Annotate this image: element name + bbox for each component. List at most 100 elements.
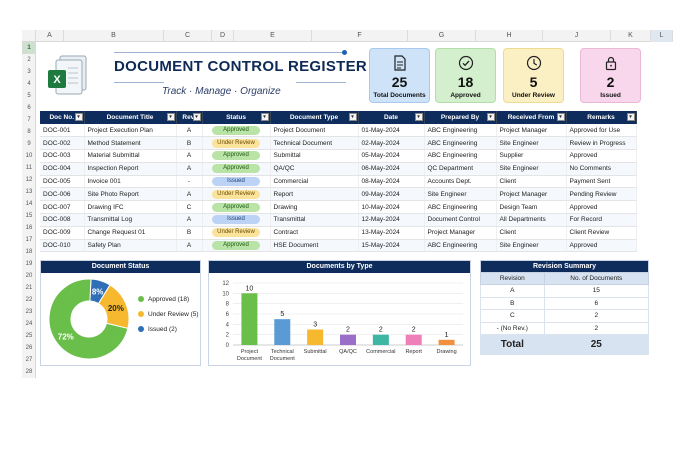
table-row[interactable]: DOC-008 Transmittal Log A Issued Transmittal…: [40, 213, 637, 227]
table-cell[interactable]: DOC-003: [40, 149, 85, 163]
table-cell[interactable]: DOC-009: [40, 226, 85, 240]
table-cell[interactable]: 12-May-2024: [358, 213, 425, 227]
filter-dropdown-icon[interactable]: ▾: [414, 113, 423, 121]
table-cell[interactable]: 10-May-2024: [358, 200, 425, 215]
table-cell[interactable]: Submittal: [270, 149, 359, 163]
table-cell[interactable]: B: [176, 136, 203, 151]
row-header[interactable]: 6: [27, 105, 31, 111]
filter-dropdown-icon[interactable]: ▾: [486, 113, 495, 121]
filter-dropdown-icon[interactable]: ▾: [192, 113, 201, 121]
row-header[interactable]: 10: [25, 153, 33, 159]
table-cell[interactable]: Drawing IFC: [84, 200, 177, 215]
table-cell[interactable]: ABC Engineering: [424, 136, 497, 151]
filter-dropdown-icon[interactable]: ▾: [556, 113, 565, 121]
row-header[interactable]: 3: [27, 69, 31, 75]
table-cell[interactable]: -: [176, 175, 203, 189]
table-cell[interactable]: Method Statement: [84, 136, 177, 151]
table-cell[interactable]: Under Review: [202, 187, 271, 202]
table-cell[interactable]: A: [176, 213, 203, 227]
table-cell[interactable]: QA/QC: [270, 162, 359, 176]
row-header[interactable]: 28: [25, 369, 33, 375]
table-cell[interactable]: Project Manager: [424, 226, 497, 240]
table-cell[interactable]: Safety Plan: [84, 239, 177, 253]
filter-dropdown-icon[interactable]: ▾: [348, 113, 357, 121]
row-header[interactable]: 17: [25, 237, 33, 243]
table-cell[interactable]: Commercial: [270, 175, 359, 189]
table-cell[interactable]: DOC-010: [40, 239, 85, 253]
table-row[interactable]: DOC-006 Site Photo Report A Under Review Rep…: [40, 187, 637, 202]
table-cell[interactable]: Supplier: [496, 149, 567, 163]
row-header[interactable]: 5: [27, 93, 31, 99]
table-cell[interactable]: Approved: [202, 162, 271, 176]
row-header[interactable]: 22: [25, 297, 33, 303]
row-header[interactable]: 27: [25, 357, 33, 363]
table-cell[interactable]: Approved: [566, 149, 637, 163]
table-cell[interactable]: Document Control: [424, 213, 497, 227]
table-cell[interactable]: Client Review: [566, 226, 637, 240]
column-header-0[interactable]: Doc No. ▾: [40, 111, 85, 124]
column-header[interactable]: C: [164, 30, 212, 42]
table-cell[interactable]: Site Engineer: [496, 136, 567, 151]
table-cell[interactable]: Material Submittal: [84, 149, 177, 163]
table-cell[interactable]: Site Engineer: [496, 239, 567, 253]
table-cell[interactable]: 01-May-2024: [358, 124, 425, 138]
column-header-7[interactable]: Received From ▾: [496, 111, 567, 124]
table-cell[interactable]: QC Department: [424, 162, 497, 176]
filter-dropdown-icon[interactable]: ▾: [74, 113, 83, 121]
table-cell[interactable]: Client: [496, 175, 567, 189]
row-header[interactable]: 14: [25, 201, 33, 207]
column-header-4[interactable]: Document Type ▾: [270, 111, 359, 124]
table-cell[interactable]: DOC-006: [40, 187, 85, 202]
table-cell[interactable]: Project Execution Plan: [84, 124, 177, 138]
table-cell[interactable]: A: [176, 239, 203, 253]
table-cell[interactable]: Issued: [202, 175, 271, 189]
column-header[interactable]: H: [476, 30, 543, 42]
row-header[interactable]: 19: [25, 261, 33, 267]
table-cell[interactable]: ABC Engineering: [424, 239, 497, 253]
row-header[interactable]: 12: [25, 177, 33, 183]
column-header[interactable]: E: [234, 30, 312, 42]
table-cell[interactable]: Issued: [202, 213, 271, 227]
table-cell[interactable]: B: [176, 226, 203, 240]
column-header[interactable]: J: [543, 30, 611, 42]
filter-dropdown-icon[interactable]: ▾: [260, 113, 269, 121]
table-cell[interactable]: No Comments: [566, 162, 637, 176]
table-cell[interactable]: Project Manager: [496, 124, 567, 138]
row-header[interactable]: 25: [25, 333, 33, 339]
table-cell[interactable]: Review in Progress: [566, 136, 637, 151]
table-cell[interactable]: ABC Engineering: [424, 124, 497, 138]
table-cell[interactable]: Drawing: [270, 200, 359, 215]
column-header[interactable]: B: [64, 30, 164, 42]
table-row[interactable]: DOC-002 Method Statement B Under Review Tech…: [40, 136, 637, 151]
table-cell[interactable]: Accounts Dept.: [424, 175, 497, 189]
column-header-5[interactable]: Date ▾: [358, 111, 425, 124]
column-header-1[interactable]: Document Title ▾: [84, 111, 177, 124]
table-cell[interactable]: Change Request 01: [84, 226, 177, 240]
column-header[interactable]: [22, 30, 36, 42]
row-header[interactable]: 1: [22, 42, 36, 54]
table-row[interactable]: DOC-003 Material Submittal A Approved Submit…: [40, 149, 637, 163]
table-cell[interactable]: Technical Document: [270, 136, 359, 151]
table-cell[interactable]: Design Team: [496, 200, 567, 215]
table-cell[interactable]: Approved for Use: [566, 124, 637, 138]
row-header[interactable]: 11: [25, 165, 33, 171]
table-cell[interactable]: Transmittal: [270, 213, 359, 227]
table-cell[interactable]: 08-May-2024: [358, 175, 425, 189]
table-cell[interactable]: Pending Review: [566, 187, 637, 202]
filter-dropdown-icon[interactable]: ▾: [626, 113, 635, 121]
row-header[interactable]: 9: [27, 141, 31, 147]
table-row[interactable]: DOC-001 Project Execution Plan A Approved Pr…: [40, 124, 637, 138]
table-cell[interactable]: DOC-007: [40, 200, 85, 215]
table-row[interactable]: DOC-005 Invoice 001- Issued Commercial 08-Ma…: [40, 175, 637, 189]
table-cell[interactable]: Approved: [566, 200, 637, 215]
table-cell[interactable]: DOC-001: [40, 124, 85, 138]
table-cell[interactable]: 02-May-2024: [358, 136, 425, 151]
table-cell[interactable]: Inspection Report: [84, 162, 177, 176]
table-cell[interactable]: ABC Engineering: [424, 200, 497, 215]
table-cell[interactable]: 15-May-2024: [358, 239, 425, 253]
table-cell[interactable]: 09-May-2024: [358, 187, 425, 202]
table-cell[interactable]: Site Engineer: [496, 162, 567, 176]
row-header[interactable]: 16: [25, 225, 33, 231]
table-cell[interactable]: Transmittal Log: [84, 213, 177, 227]
table-cell[interactable]: A: [176, 187, 203, 202]
